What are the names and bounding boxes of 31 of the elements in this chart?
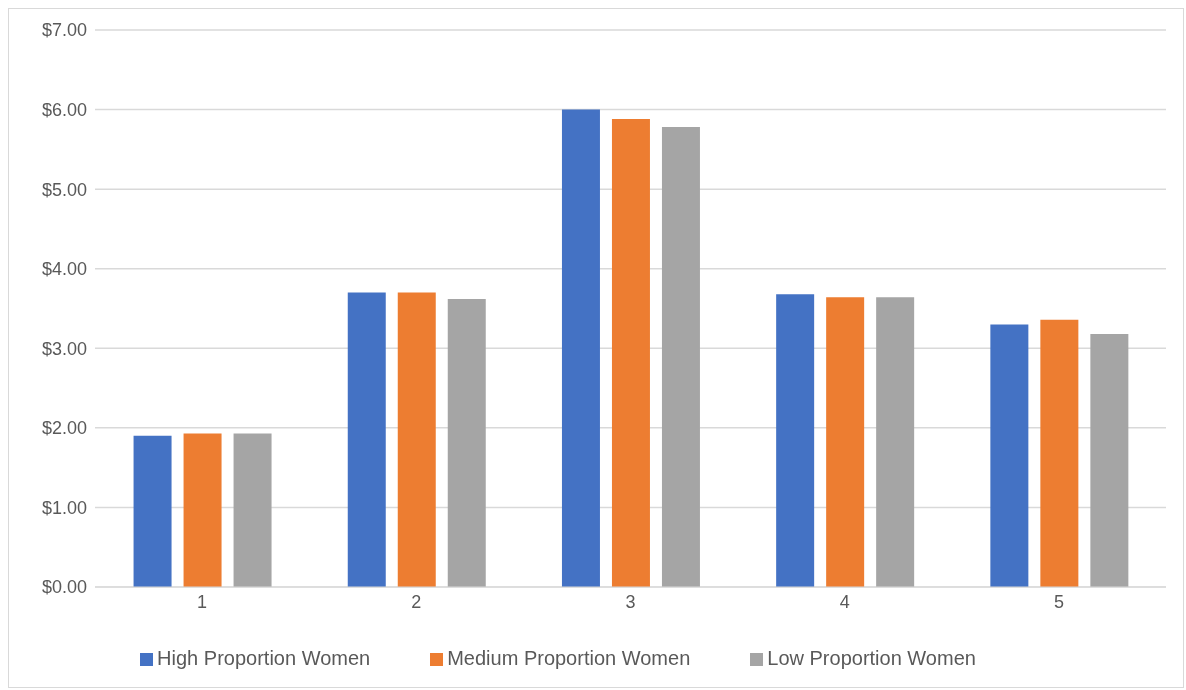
- legend-label: Low Proportion Women: [767, 647, 976, 669]
- bar: [561, 109, 600, 587]
- bar: [776, 294, 815, 587]
- bar: [183, 433, 222, 587]
- bar: [876, 297, 915, 587]
- legend-label: High Proportion Women: [157, 647, 371, 669]
- y-tick-label: $0.00: [41, 577, 87, 598]
- x-tick-label: 1: [197, 591, 208, 612]
- bar: [447, 298, 486, 587]
- y-tick-label: $7.00: [41, 20, 87, 41]
- y-tick-label: $5.00: [41, 179, 87, 200]
- x-tick-label: 3: [625, 591, 636, 612]
- y-tick-label: $4.00: [41, 259, 87, 280]
- y-tick-label: $2.00: [41, 418, 87, 439]
- bar: [661, 127, 700, 587]
- y-tick-label: $3.00: [41, 338, 87, 359]
- bar: [133, 435, 172, 587]
- x-tick-label: 2: [411, 591, 422, 612]
- bar: [347, 292, 386, 587]
- y-tick-label: $1.00: [41, 497, 87, 518]
- bar: [1040, 319, 1079, 587]
- bar: [611, 119, 650, 587]
- y-tick-label: $6.00: [41, 99, 87, 120]
- legend-label: Medium Proportion Women: [447, 647, 691, 669]
- bar: [397, 292, 436, 587]
- x-tick-label: 4: [839, 591, 850, 612]
- bar: [990, 324, 1029, 587]
- bar: [1090, 333, 1129, 587]
- bar: [233, 433, 272, 587]
- bar: [826, 297, 865, 587]
- x-tick-label: 5: [1053, 591, 1064, 612]
